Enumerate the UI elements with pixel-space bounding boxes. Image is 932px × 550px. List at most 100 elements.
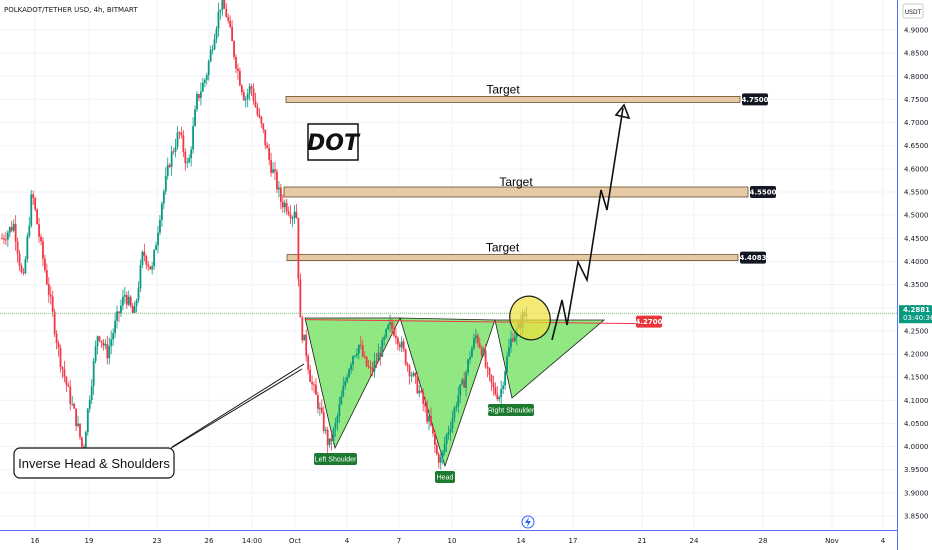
candle-body [326, 429, 329, 445]
candle-body [398, 344, 401, 348]
candle-body [211, 49, 214, 51]
candle-body [274, 169, 276, 172]
left-shoulder-badge [314, 453, 357, 465]
candle-body [192, 125, 194, 150]
candle-body [258, 114, 261, 117]
candle-body [309, 369, 311, 382]
head-label: Head [437, 475, 454, 482]
candle-body [223, 0, 226, 9]
candle-body [141, 251, 144, 265]
price-tick-label: 3.8500 [904, 513, 929, 521]
candle-body [404, 349, 407, 365]
candle-body [182, 135, 185, 153]
chart-title: DOT [307, 131, 361, 156]
price-axis[interactable]: 4.9000 4.8500 4.8000 4.7500 4.7000 4.6500 4.60… [899, 27, 932, 521]
candle-body [455, 406, 458, 408]
candle-body [484, 350, 487, 367]
candle-body [295, 211, 298, 218]
candle-body [371, 367, 374, 372]
candle-body [410, 375, 413, 377]
candle-body [205, 75, 208, 80]
candle-body [369, 366, 372, 368]
candle-body [147, 264, 150, 267]
candle-body [61, 367, 64, 370]
candle-body [32, 194, 35, 198]
price-tick-label: 4.1500 [904, 374, 929, 382]
candle-body [338, 404, 341, 417]
time-tick-label: 4 [345, 537, 350, 545]
candle-body [426, 406, 428, 422]
breakout-highlight [509, 295, 551, 341]
candle-body [490, 374, 493, 383]
candle-body [201, 82, 204, 92]
right-shoulder-label: Right Shoulder [488, 408, 535, 415]
candle-body [324, 429, 327, 431]
candle-body [313, 384, 315, 385]
candle-body [1, 238, 3, 240]
candle-body [317, 394, 319, 409]
candle-body [262, 123, 265, 130]
candle-body [281, 201, 284, 208]
candle-body [118, 311, 120, 314]
candle-body [513, 336, 516, 342]
candle-body [498, 397, 501, 400]
candle-body [400, 341, 403, 348]
candle-body [44, 258, 46, 271]
candle-body [471, 348, 473, 357]
lightning-icon[interactable] [521, 515, 535, 529]
candle-body [365, 356, 368, 367]
candle-body [297, 217, 300, 280]
candle-body [161, 203, 163, 220]
candle-body [242, 92, 245, 101]
candle-body [389, 322, 391, 325]
right-shoulder-badge [488, 404, 534, 416]
candle-body [391, 322, 393, 329]
candle-body [108, 345, 111, 359]
candle-body [127, 296, 130, 305]
price-tick-label: 4.4500 [904, 235, 929, 243]
candle-body [311, 381, 313, 385]
candle-body [209, 50, 212, 62]
candle-body [92, 361, 95, 387]
candle-body [225, 8, 228, 18]
candle-body [393, 328, 395, 336]
candle-body [279, 187, 282, 202]
candle-body [318, 407, 321, 409]
price-tick-label: 4.1000 [904, 397, 929, 405]
candle-body [334, 423, 337, 430]
price-tick-label: 4.3500 [904, 281, 929, 289]
candle-body [88, 399, 91, 409]
pattern-callout-line-2 [167, 368, 303, 451]
candle-body [276, 171, 278, 190]
candle-body [418, 390, 421, 394]
candle-body [289, 214, 292, 219]
currency-button[interactable] [902, 3, 924, 19]
candle-body [469, 356, 471, 360]
candle-body [155, 245, 157, 251]
candle-body [86, 408, 89, 433]
candle-body [153, 250, 155, 267]
candle-body [408, 366, 411, 377]
candle-body [307, 355, 310, 370]
price-tick-label: 4.8500 [904, 50, 929, 58]
candle-body [291, 217, 294, 219]
candle-body [84, 432, 87, 448]
candle-body [40, 236, 42, 242]
time-tick-label: 26 [205, 537, 214, 545]
candle-body [47, 284, 50, 295]
candle-body [348, 369, 350, 377]
candle-body [8, 227, 11, 233]
candle-body [213, 39, 216, 50]
time-axis[interactable]: 16 19 23 26 14:00 Oct 4 7 10 14 17 21 24 28 Nov 4 [31, 537, 886, 545]
candle-body [233, 41, 235, 57]
candle-body [424, 403, 427, 407]
neckline [304, 319, 637, 325]
candle-body [67, 384, 70, 387]
candle-body [246, 93, 249, 99]
candle-body [473, 338, 475, 349]
candle-body [244, 98, 247, 101]
candle-body [496, 394, 499, 400]
candle-body [406, 364, 409, 367]
candle-body [116, 311, 118, 321]
